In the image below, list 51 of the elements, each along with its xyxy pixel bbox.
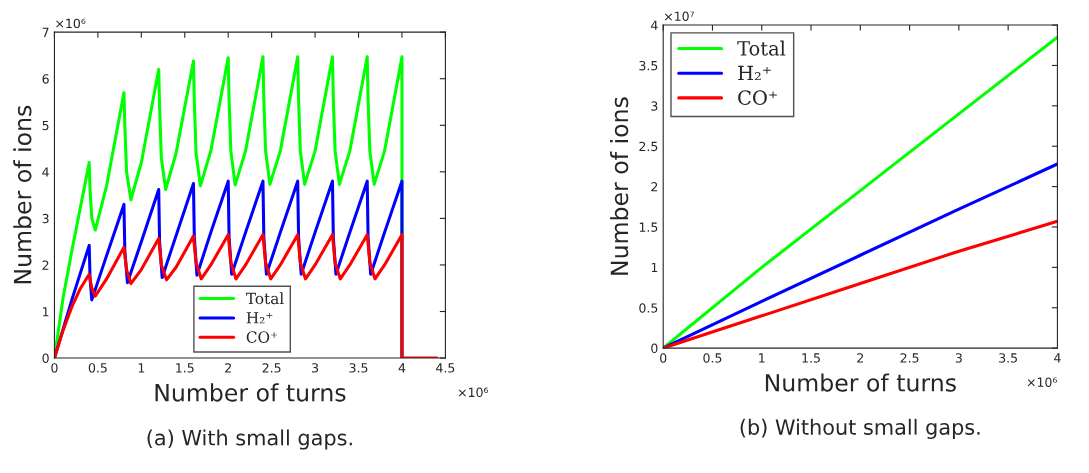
legend-label: H₂⁺: [246, 312, 273, 324]
x-tick-label: 1: [138, 363, 145, 373]
x-tick-label: 4: [398, 363, 406, 373]
x-tick-label: 0.5: [88, 363, 107, 373]
x-axis-title: Number of turns: [765, 373, 956, 392]
y-tick-label: 4: [651, 20, 658, 30]
x-tick-label: 0.5: [703, 353, 722, 363]
y-tick-label: 1: [651, 263, 658, 273]
x-tick-label: 2: [225, 363, 231, 373]
x-tick-label: 1.5: [802, 353, 820, 363]
y-tick-label: 2.5: [639, 141, 658, 152]
x-tick-label: 4.5: [436, 363, 455, 373]
text: ×10⁶: [56, 18, 86, 29]
y-tick-label: 3: [651, 101, 658, 111]
y-tick-label: 1: [43, 307, 49, 317]
legend-label: CO⁺: [738, 90, 777, 105]
y-tick-label: 5: [42, 120, 49, 131]
text: (b) Without small gaps.: [740, 418, 980, 439]
y-tick-label: 3.5: [639, 60, 658, 71]
y-tick-label: 6: [42, 74, 49, 84]
y-tick-label: 0: [651, 343, 658, 354]
x-tick-label: 2.5: [262, 363, 281, 373]
y-tick-label: 4: [42, 167, 49, 177]
y-axis-title: Number of ions: [13, 105, 32, 284]
x-tick-label: 0: [660, 353, 667, 363]
text: (a) With small gaps.: [147, 429, 352, 450]
legend-label: H₂⁺: [738, 65, 771, 81]
x-tick-label: 4: [1054, 353, 1061, 363]
y-tick-label: 2: [42, 260, 49, 270]
x-tick-label: 3: [955, 353, 962, 363]
x-tick-label: 3.5: [999, 353, 1017, 363]
x-tick-label: 0: [51, 363, 58, 373]
y-tick-label: 7: [42, 27, 49, 37]
legend-label: Total: [246, 292, 284, 305]
legend-label: CO⁺: [246, 331, 278, 343]
text: ×10⁷: [664, 11, 695, 22]
x-tick-label: 2: [857, 353, 864, 363]
y-tick-label: 2: [651, 182, 658, 192]
x-tick-label: 3.5: [349, 363, 368, 373]
text: ×10⁶: [458, 387, 489, 398]
x-tick-label: 2.5: [900, 353, 919, 363]
y-axis-title: Number of ions: [610, 97, 629, 275]
y-tick-label: 1.5: [639, 222, 658, 232]
x-tick-label: 3: [312, 363, 319, 373]
x-tick-label: 1: [759, 353, 765, 363]
legend-label: Total: [737, 40, 786, 56]
x-axis-title: Number of turns: [155, 383, 346, 402]
text: ×10⁶: [1027, 377, 1058, 387]
y-tick-label: 3: [42, 213, 49, 224]
y-tick-label: 0.5: [639, 303, 658, 313]
x-tick-label: 1.5: [176, 363, 194, 373]
